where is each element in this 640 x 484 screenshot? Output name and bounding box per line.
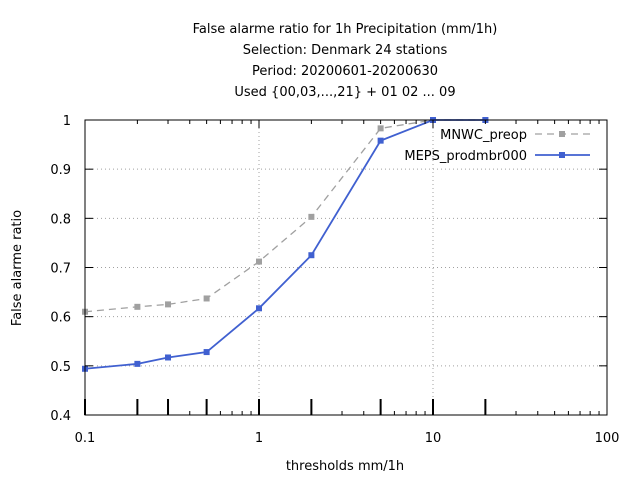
data-point <box>256 258 262 265</box>
x-tick-label: 1 <box>255 431 263 446</box>
x-tick-label: 10 <box>425 431 442 446</box>
legend-marker <box>559 152 565 158</box>
x-tick-label: 100 <box>595 431 620 446</box>
legend-label: MEPS_prodmbr000 <box>404 149 527 164</box>
data-point <box>134 303 141 310</box>
chart-title: False alarme ratio for 1h Precipitation … <box>193 22 498 100</box>
title-line-3: Period: 20200601-20200630 <box>252 64 438 79</box>
y-tick-label: 0.7 <box>50 262 71 277</box>
data-point <box>377 137 384 144</box>
x-tick-label: 0.1 <box>75 431 96 446</box>
data-point <box>165 354 172 361</box>
y-tick-label: 1 <box>63 114 71 129</box>
title-line-1: False alarme ratio for 1h Precipitation … <box>193 22 498 37</box>
axes: 0.4 0.5 0.6 0.7 0.8 0.9 1 0.1 1 10 100 <box>50 114 619 446</box>
y-axis-label: False alarme ratio <box>10 210 25 326</box>
series-MNWC_preop <box>82 117 489 315</box>
title-line-4: Used {00,03,...,21} + 01 02 ... 09 <box>234 85 455 100</box>
data-point <box>308 213 315 220</box>
x-axis-label: thresholds mm/1h <box>286 459 404 474</box>
legend: MNWC_preop MEPS_prodmbr000 <box>404 128 590 164</box>
data-point <box>165 301 172 308</box>
y-tick-label: 0.8 <box>50 212 71 227</box>
legend-marker <box>559 131 565 137</box>
title-line-2: Selection: Denmark 24 stations <box>243 43 448 58</box>
y-tick-label: 0.6 <box>50 311 71 326</box>
grid <box>85 120 607 415</box>
data-point <box>203 295 210 302</box>
y-tick-label: 0.5 <box>50 360 71 375</box>
data-point <box>134 360 141 367</box>
data-point <box>377 125 384 132</box>
legend-label: MNWC_preop <box>440 128 527 143</box>
y-tick-label: 0.9 <box>50 163 71 178</box>
data-point <box>203 349 210 356</box>
data-point <box>256 305 262 312</box>
y-tick-label: 0.4 <box>50 409 71 424</box>
data-point <box>308 252 315 259</box>
